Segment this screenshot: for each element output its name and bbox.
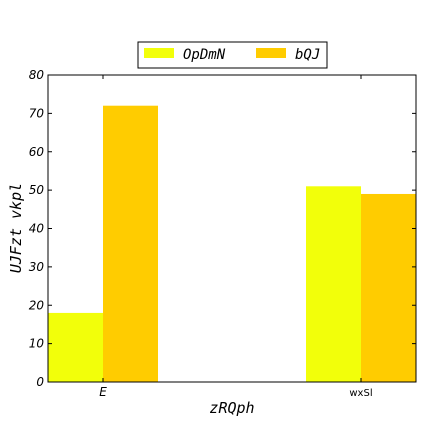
legend-swatch-opdmn bbox=[144, 48, 174, 58]
x-axis-label: zRQph bbox=[209, 399, 254, 417]
x-tick-label-wxsl: wxSl bbox=[349, 388, 372, 399]
y-tick-label: 70 bbox=[29, 106, 45, 120]
y-tick-label: 80 bbox=[29, 68, 45, 82]
bars-layer bbox=[48, 105, 416, 382]
bar-opdmn-e bbox=[48, 312, 103, 382]
bar-bqj-wxsl bbox=[361, 193, 416, 382]
bar-opdmn-wxsl bbox=[306, 186, 361, 382]
legend: OpDmN bQJ bbox=[137, 41, 328, 69]
y-tick-label: 30 bbox=[29, 260, 45, 274]
y-tick-label: 20 bbox=[29, 298, 45, 312]
y-tick-label: 0 bbox=[36, 375, 44, 389]
bar-bqj-e bbox=[103, 105, 158, 382]
legend-swatch-bqj bbox=[256, 48, 286, 58]
legend-label-bqj: bQJ bbox=[295, 47, 320, 63]
y-tick-label: 10 bbox=[29, 337, 45, 351]
y-tick-label: 50 bbox=[29, 183, 45, 197]
y-axis-label: UJFzt vkpl bbox=[7, 183, 25, 273]
x-tick-label-e: E bbox=[99, 385, 107, 399]
y-tick-label: 60 bbox=[29, 145, 45, 159]
y-tick-label: 40 bbox=[29, 222, 45, 236]
legend-label-opdmn: OpDmN bbox=[183, 47, 226, 63]
y-axis: 0 10 20 30 40 50 60 70 80 bbox=[29, 68, 416, 389]
